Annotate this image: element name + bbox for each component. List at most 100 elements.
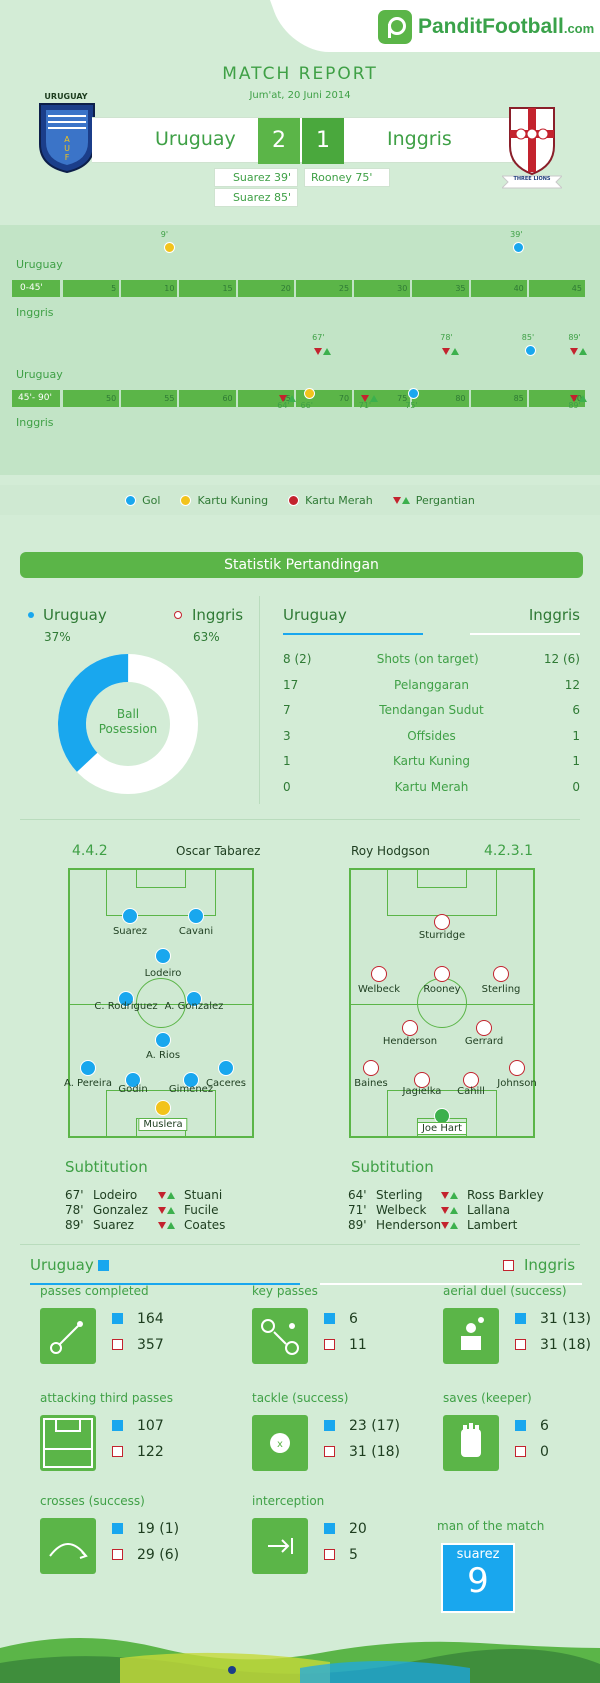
stats-title: Statistik Pertandingan	[20, 552, 583, 578]
player-marker	[122, 908, 138, 924]
detail-home-name: Uruguay	[30, 1256, 94, 1274]
penalty-area	[106, 1090, 216, 1138]
goal-icon	[125, 494, 137, 506]
home-square	[515, 1420, 526, 1431]
match-timeline: Uruguay Inggris 0-45' 5 10 15 20 25 30 35 40 45 …	[0, 225, 600, 475]
sub-in: Ross Barkley	[467, 1188, 544, 1202]
away-value: 357	[137, 1337, 164, 1353]
player-name: A. Gonzalez	[164, 1001, 224, 1012]
player-name: Baines	[354, 1078, 388, 1089]
substitution-icon	[442, 348, 460, 355]
logo-mark-icon	[378, 10, 412, 44]
stat-away-value: 12	[564, 677, 580, 692]
home-scorer: Suarez 85'	[214, 188, 298, 207]
player-marker	[155, 948, 171, 964]
away-score: 1	[302, 118, 344, 164]
substitution-icon	[392, 496, 410, 504]
stat-home-value: 1	[283, 754, 291, 768]
timeline-tick: 5	[63, 280, 122, 297]
penalty-area	[106, 868, 216, 916]
away-underline	[470, 633, 580, 635]
player-marker	[183, 1072, 199, 1088]
sub-minute: 64'	[348, 1188, 367, 1202]
section-divider	[20, 819, 580, 820]
timeline-tick: 55	[121, 390, 180, 407]
goal-icon	[408, 388, 420, 399]
away-sub-title: Subtitution	[351, 1158, 434, 1176]
substitution-icon	[360, 395, 378, 402]
substitution-icon	[441, 1192, 467, 1199]
substitution-row: 67' Lodeiro Stuani	[65, 1188, 295, 1202]
cross-icon	[40, 1518, 96, 1574]
stat-home-value: 7	[283, 703, 291, 717]
substitution-icon	[158, 1222, 184, 1229]
player-name: Lodeiro	[144, 968, 182, 979]
interception-icon	[252, 1518, 308, 1574]
substitution-icon	[441, 1222, 467, 1229]
away-badge-label: THREE LIONS	[513, 176, 551, 182]
player-name: Cahill	[457, 1086, 485, 1097]
uruguay-crest-icon: A U F	[39, 103, 95, 174]
stat-home-value: 17	[283, 677, 299, 692]
goal-icon	[524, 345, 536, 356]
home-value: 107	[137, 1418, 164, 1434]
player-marker	[155, 1032, 171, 1048]
stat-row: 1 Kartu Kuning 1	[283, 754, 580, 768]
motm-number: 9	[467, 1561, 489, 1601]
sub-out: Lodeiro	[93, 1188, 138, 1202]
event-minute: 39'	[510, 230, 523, 239]
away-value: 5	[349, 1547, 358, 1563]
possession-donut	[58, 654, 198, 794]
home-coach: Oscar Tabarez	[176, 844, 261, 858]
player-marker	[434, 914, 450, 930]
tackle-icon: x	[252, 1415, 308, 1471]
away-color-dot	[174, 611, 182, 619]
stat-card-values: 20 5	[324, 1516, 367, 1568]
legend-goal: Gol	[142, 493, 161, 507]
player-marker	[186, 991, 202, 1007]
first-half-bar: 5 10 15 20 25 30 35 40 45	[63, 280, 587, 297]
away-square	[324, 1446, 335, 1457]
timeline-tick: 40	[471, 280, 529, 297]
away-square	[112, 1446, 123, 1457]
stat-away-value: 6	[572, 703, 580, 717]
timeline-tick: 10	[121, 280, 180, 297]
timeline-tick: 70	[296, 390, 355, 407]
substitution-icon	[441, 1207, 467, 1214]
stat-label: Shots (on target)	[376, 652, 479, 666]
red-card-icon	[288, 494, 300, 506]
sub-in: Coates	[184, 1218, 226, 1232]
goal-area	[417, 868, 467, 888]
player-name: Gimenez	[168, 1084, 214, 1095]
sub-minute: 71'	[348, 1203, 367, 1217]
table-away-name: Inggris	[528, 606, 580, 624]
stat-label: Kartu Kuning	[392, 754, 471, 768]
sub-minute: 78'	[65, 1203, 84, 1217]
sub-minute: 89'	[65, 1218, 84, 1232]
goal-icon	[513, 242, 525, 253]
timeline-home-label: Uruguay	[16, 258, 63, 271]
player-marker	[80, 1060, 96, 1076]
away-square	[515, 1446, 526, 1457]
player-marker	[434, 966, 450, 982]
timeline-legend: Gol Kartu Kuning Kartu Merah Pergantian	[0, 485, 600, 515]
yellow-card-icon	[303, 388, 315, 399]
stat-card-values: 23 (17) 31 (18)	[324, 1413, 400, 1465]
player-marker	[125, 1072, 141, 1088]
home-pitch: Suarez Cavani Lodeiro C. Rodriguez A. Gonzal…	[64, 868, 254, 1138]
home-square	[112, 1420, 123, 1431]
second-half-label: 45'- 90'	[12, 390, 60, 407]
home-value: 19 (1)	[137, 1521, 180, 1537]
sub-in: Lallana	[467, 1203, 511, 1217]
sub-in: Fucile	[184, 1203, 219, 1217]
penalty-area	[387, 1090, 497, 1138]
stat-card-label: attacking third passes	[40, 1391, 173, 1405]
sub-out: Henderson	[376, 1218, 442, 1232]
stat-card-label: aerial duel (success)	[443, 1284, 567, 1298]
site-logo[interactable]: PanditFootball.com	[378, 10, 594, 44]
player-name: Muslera	[138, 1118, 188, 1131]
away-key-square	[503, 1260, 514, 1271]
sub-minute: 89'	[348, 1218, 367, 1232]
home-value: 6	[540, 1418, 549, 1434]
timeline-tick: 45	[529, 280, 587, 297]
